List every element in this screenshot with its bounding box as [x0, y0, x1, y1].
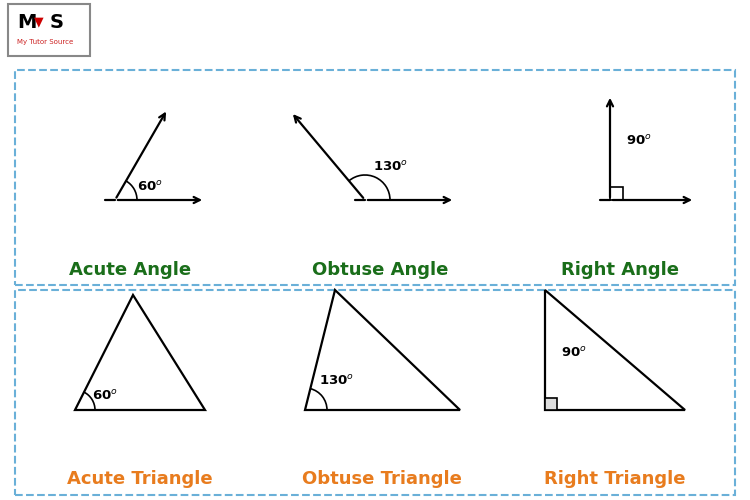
Text: My Tutor Source: My Tutor Source: [17, 39, 74, 45]
Text: Right Triangle: Right Triangle: [544, 470, 686, 488]
Text: 90$^o$: 90$^o$: [561, 346, 586, 360]
Text: Obtuse Triangle: Obtuse Triangle: [302, 470, 462, 488]
Bar: [610, 187, 623, 200]
Text: M: M: [17, 12, 36, 32]
Bar: [15, 70, 735, 285]
Text: Right Angle: Right Angle: [561, 261, 679, 279]
Text: 60$^o$: 60$^o$: [137, 180, 163, 194]
Text: 90$^o$: 90$^o$: [626, 134, 652, 148]
Text: 130$^o$: 130$^o$: [373, 160, 408, 174]
Bar: [8, 4, 90, 56]
Text: Different Types of Angles and Triangles: Different Types of Angles and Triangles: [152, 16, 708, 40]
Text: Acute Angle: Acute Angle: [69, 261, 191, 279]
Text: 60$^o$: 60$^o$: [92, 389, 118, 403]
Bar: [545, 398, 557, 410]
Text: Acute Triangle: Acute Triangle: [68, 470, 213, 488]
Text: S: S: [50, 12, 64, 32]
Text: 130$^o$: 130$^o$: [319, 374, 354, 388]
Text: Obtuse Angle: Obtuse Angle: [312, 261, 448, 279]
Text: ▼: ▼: [34, 16, 44, 28]
Bar: [15, 290, 735, 495]
